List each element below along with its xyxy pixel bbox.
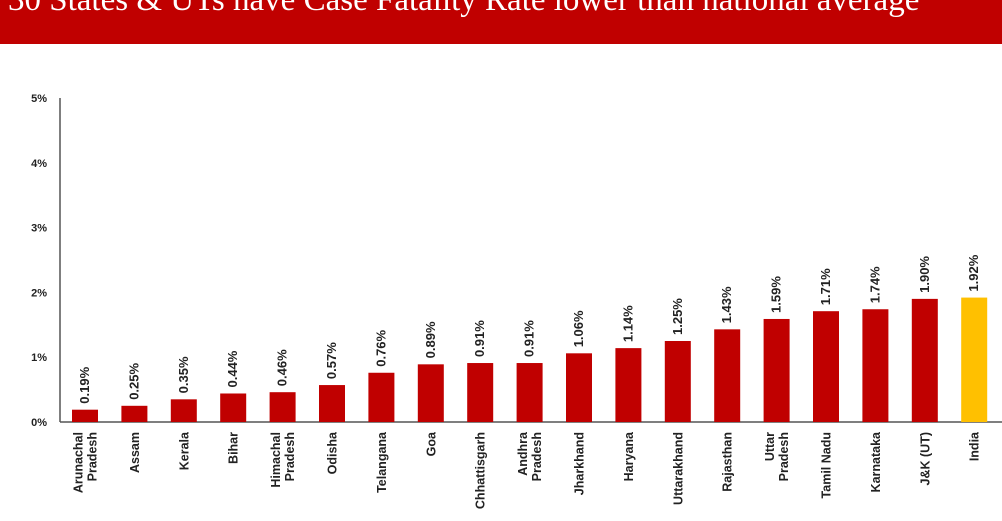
data-label: 0.19% [77, 366, 92, 403]
bar [368, 372, 395, 422]
data-label: 1.71% [818, 268, 833, 305]
data-labels: 0.19% 0.25% 0.35% 0.44% 0.46% 0.57% 0.76% 0.89%… [77, 254, 981, 403]
y-tick-label: 3% [31, 223, 47, 235]
y-tick-label: 4% [31, 158, 47, 170]
bars [72, 297, 988, 422]
category-label: Karnataka [869, 431, 883, 492]
data-label: 0.91% [522, 320, 537, 357]
bar [72, 409, 98, 422]
bar [615, 348, 642, 422]
category-label: Goa [424, 431, 438, 456]
category-label: Haryana [622, 431, 636, 481]
category-label: AndhraPradesh [516, 431, 544, 481]
category-label: Chhattisgarh [474, 432, 488, 509]
data-label: 0.91% [472, 320, 487, 357]
bar [220, 393, 247, 422]
bar [170, 399, 197, 422]
y-tick-label: 1% [31, 352, 47, 364]
data-label: 0.89% [423, 321, 438, 358]
bar [911, 298, 938, 422]
category-label: ArunachalPradesh [72, 432, 100, 493]
bar [862, 309, 889, 422]
x-axis-labels: ArunachalPradesh Assam Kerala Bihar Himachal… [72, 431, 982, 509]
bar [269, 392, 296, 422]
category-label: HimachalPradesh [269, 432, 297, 488]
category-label: Kerala [177, 431, 191, 470]
data-label: 1.14% [620, 305, 635, 342]
data-label: 0.76% [373, 329, 388, 366]
title-banner: 30 States & UTs have Case Fatality Rate … [0, 0, 1002, 44]
bar [319, 385, 345, 422]
category-label: UttarPradesh [763, 432, 791, 481]
bar [961, 297, 988, 422]
category-label: Telangana [375, 431, 389, 493]
data-label: 1.25% [670, 298, 685, 335]
data-label: 0.57% [324, 342, 339, 379]
y-tick-label: 5% [31, 93, 47, 105]
data-label: 1.74% [867, 266, 882, 303]
data-label: 0.44% [225, 350, 240, 387]
data-label: 1.43% [719, 286, 734, 323]
category-label: Rajasthan [721, 432, 735, 492]
category-label: Uttarakhand [671, 432, 685, 505]
category-label: Jharkhand [573, 432, 587, 495]
chart-title: 30 States & UTs have Case Fatality Rate … [8, 0, 920, 18]
bar [417, 364, 444, 422]
category-label: Assam [128, 432, 142, 473]
bar [566, 353, 592, 422]
category-label: Odisha [326, 431, 340, 474]
category-label: J&K (UT) [918, 432, 932, 485]
bar [121, 405, 148, 422]
bar [763, 318, 790, 422]
data-label: 1.92% [966, 254, 981, 291]
bar [664, 341, 691, 422]
data-label: 1.06% [571, 310, 586, 347]
category-label: Bihar [227, 432, 241, 464]
y-tick-label: 2% [31, 287, 47, 299]
data-label: 0.46% [275, 349, 290, 386]
bar [516, 363, 543, 422]
category-label: Tamil Nadu [820, 432, 834, 498]
data-label: 1.59% [769, 276, 784, 313]
data-label: 0.35% [176, 356, 191, 393]
category-label: India [968, 431, 982, 461]
bar [467, 363, 494, 422]
data-label: 1.90% [917, 256, 932, 293]
bar [714, 329, 741, 422]
data-label: 0.25% [126, 362, 141, 399]
y-tick-label: 0% [31, 417, 47, 429]
bar [813, 311, 839, 422]
